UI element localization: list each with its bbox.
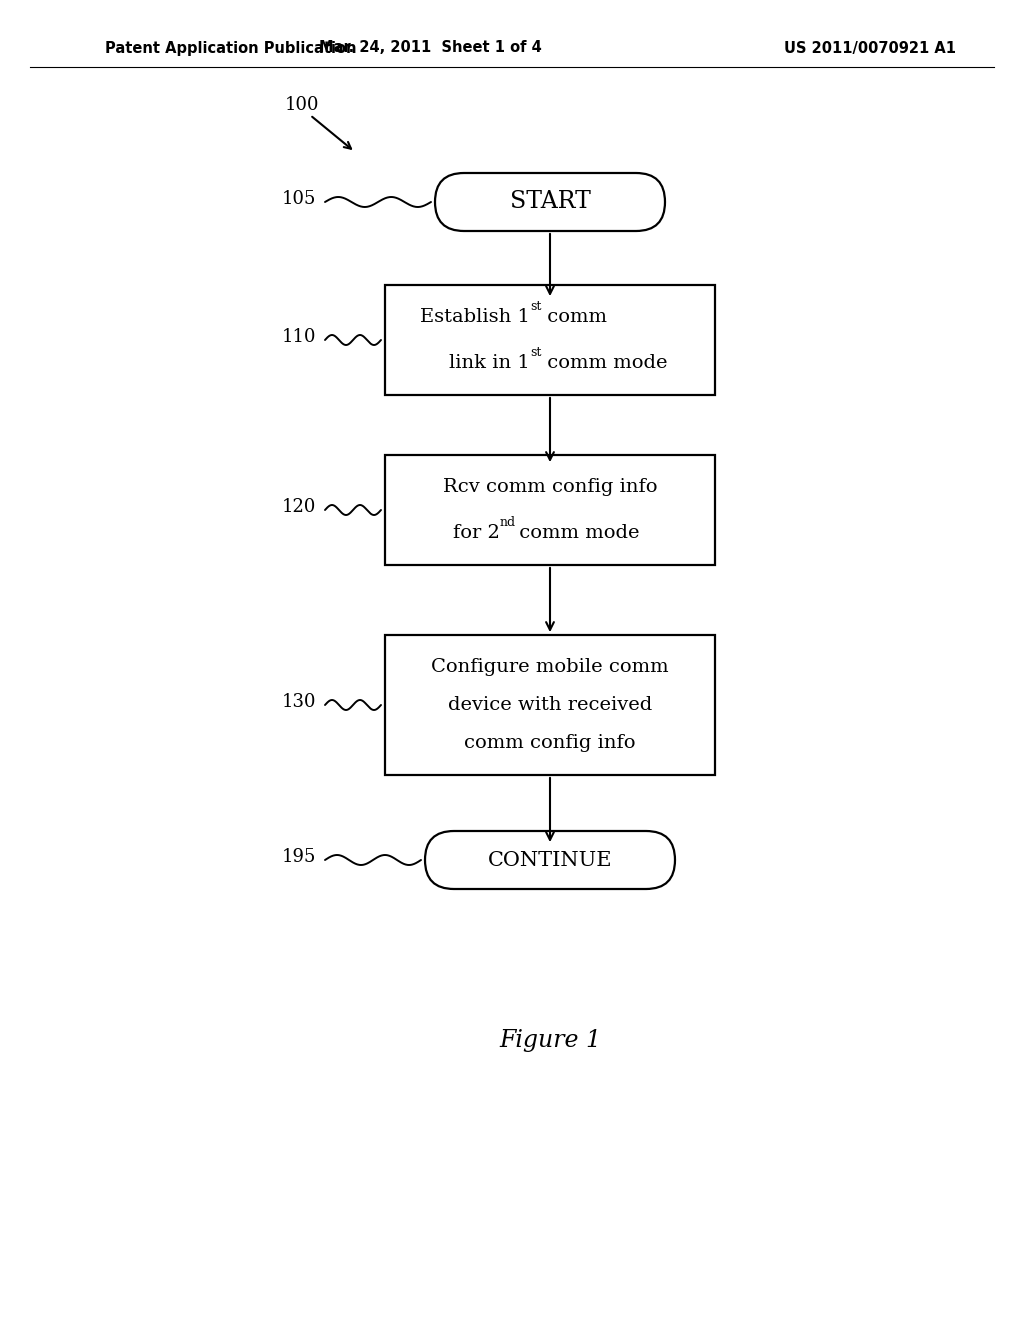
Text: comm config info: comm config info — [464, 734, 636, 752]
Text: Configure mobile comm: Configure mobile comm — [431, 657, 669, 676]
Text: START: START — [510, 190, 591, 214]
Text: Patent Application Publication: Patent Application Publication — [105, 41, 356, 55]
FancyBboxPatch shape — [435, 173, 665, 231]
Text: 110: 110 — [282, 327, 316, 346]
Text: 195: 195 — [282, 847, 316, 866]
Text: st: st — [530, 301, 542, 314]
Text: 105: 105 — [282, 190, 316, 209]
Text: CONTINUE: CONTINUE — [487, 850, 612, 870]
Text: link in 1: link in 1 — [450, 354, 530, 372]
Text: comm mode: comm mode — [541, 354, 668, 372]
Text: for 2: for 2 — [454, 524, 500, 543]
Text: US 2011/0070921 A1: US 2011/0070921 A1 — [784, 41, 956, 55]
Text: Rcv comm config info: Rcv comm config info — [442, 478, 657, 496]
FancyBboxPatch shape — [385, 635, 715, 775]
Text: nd: nd — [500, 516, 516, 529]
Text: Figure 1: Figure 1 — [499, 1028, 601, 1052]
Text: Establish 1: Establish 1 — [420, 308, 530, 326]
Text: 100: 100 — [285, 96, 319, 114]
FancyBboxPatch shape — [385, 285, 715, 395]
FancyBboxPatch shape — [385, 455, 715, 565]
Text: device with received: device with received — [447, 696, 652, 714]
Text: 120: 120 — [282, 498, 316, 516]
Text: Mar. 24, 2011  Sheet 1 of 4: Mar. 24, 2011 Sheet 1 of 4 — [318, 41, 542, 55]
FancyBboxPatch shape — [425, 832, 675, 888]
Text: st: st — [530, 346, 542, 359]
Text: comm mode: comm mode — [513, 524, 640, 543]
Text: comm: comm — [541, 308, 607, 326]
Text: 130: 130 — [282, 693, 316, 711]
